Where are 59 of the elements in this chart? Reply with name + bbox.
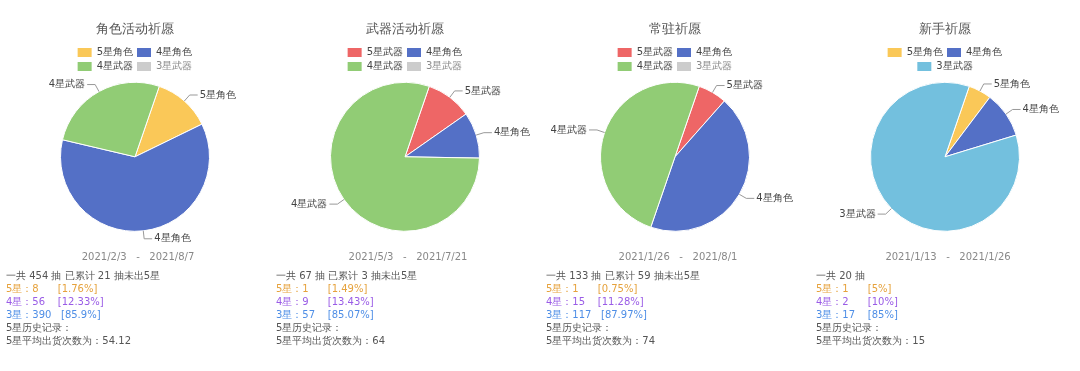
text: 一共 454 抽 已累计 21 抽未出5星 xyxy=(6,269,162,282)
text: 3星：117 [87.97%] xyxy=(546,308,648,321)
text: 4星：15 [11.28%] xyxy=(546,295,645,308)
legend-label: 3星武器 xyxy=(156,60,193,72)
slice-label: 4星武器 xyxy=(550,123,587,135)
chart-title: 武器活动祈愿 xyxy=(366,21,444,37)
text: 5星：8 [1.76%] xyxy=(6,282,99,295)
legend-label: 4星角色 xyxy=(696,46,733,58)
text: 5星历史记录： xyxy=(546,321,614,334)
slice-label: 4星武器 xyxy=(48,78,86,90)
chart-title: 常驻祈愿 xyxy=(649,21,701,37)
slice-label: 4星角色 xyxy=(1022,103,1059,115)
text: 4星：56 [12.33%] xyxy=(6,295,105,308)
slice-label: 5星武器 xyxy=(464,84,502,96)
slice-label: 4星角色 xyxy=(154,232,191,244)
text: 5星历史记录： xyxy=(816,321,884,334)
slice-label: 5星角色 xyxy=(993,77,1031,89)
slice-label: 4星角色 xyxy=(493,126,531,138)
text: 5星平均出货次数为：64 xyxy=(276,334,387,347)
text: 一共 20 抽 xyxy=(816,269,867,282)
text: 4星：2 [10%] xyxy=(816,295,899,308)
text: 5星历史记录： xyxy=(6,321,74,334)
chart-title: 角色活动祈愿 xyxy=(96,21,174,37)
slice-label: 4星角色 xyxy=(756,191,793,203)
text: 5星：1 [5%] xyxy=(816,282,893,295)
text: 一共 67 抽 已累计 3 抽未出5星 xyxy=(276,269,419,282)
text: 3星：17 [85%] xyxy=(816,308,899,321)
text: 一共 133 抽 已累计 59 抽未出5星 xyxy=(546,269,702,282)
text: 2021/1/26 - 2021/8/1 xyxy=(617,250,739,263)
text: 2021/2/3 - 2021/8/7 xyxy=(80,250,196,263)
legend-label: 5星武器 xyxy=(366,46,404,58)
slice-label: 3星武器 xyxy=(839,207,876,219)
text: 5星：1 [1.49%] xyxy=(276,282,369,295)
legend-label: 5星角色 xyxy=(906,46,944,58)
text: 2021/5/3 - 2021/7/21 xyxy=(347,250,469,263)
legend-label: 5星角色 xyxy=(96,46,134,58)
chart-title: 新手祈愿 xyxy=(919,21,971,37)
text: 5星：1 [0.75%] xyxy=(546,282,639,295)
legend-label: 4星角色 xyxy=(966,46,1003,58)
legend-label: 3星武器 xyxy=(696,60,733,72)
text: 3星：390 [85.9%] xyxy=(6,308,102,321)
slice-label: 5星角色 xyxy=(199,88,237,100)
legend-label: 3星武器 xyxy=(936,60,973,72)
legend-label: 5星武器 xyxy=(636,46,674,58)
legend-label: 4星武器 xyxy=(636,60,674,72)
text: 5星历史记录： xyxy=(276,321,344,334)
text: 5星平均出货次数为：74 xyxy=(546,334,657,347)
legend-label: 4星角色 xyxy=(426,46,463,58)
slice-label: 4星武器 xyxy=(291,197,328,209)
slice-label: 5星武器 xyxy=(726,79,763,91)
legend-label: 3星武器 xyxy=(426,60,463,72)
text: 5星平均出货次数为：54.12 xyxy=(6,334,132,347)
text: 4星：9 [13.43%] xyxy=(276,295,375,308)
text: 5星平均出货次数为：15 xyxy=(816,334,927,347)
legend-label: 4星角色 xyxy=(156,46,193,58)
text: 2021/1/13 - 2021/1/26 xyxy=(884,250,1012,263)
text: 3星：57 [85.07%] xyxy=(276,308,375,321)
legend-label: 4星武器 xyxy=(96,60,134,72)
legend-label: 4星武器 xyxy=(366,60,404,72)
